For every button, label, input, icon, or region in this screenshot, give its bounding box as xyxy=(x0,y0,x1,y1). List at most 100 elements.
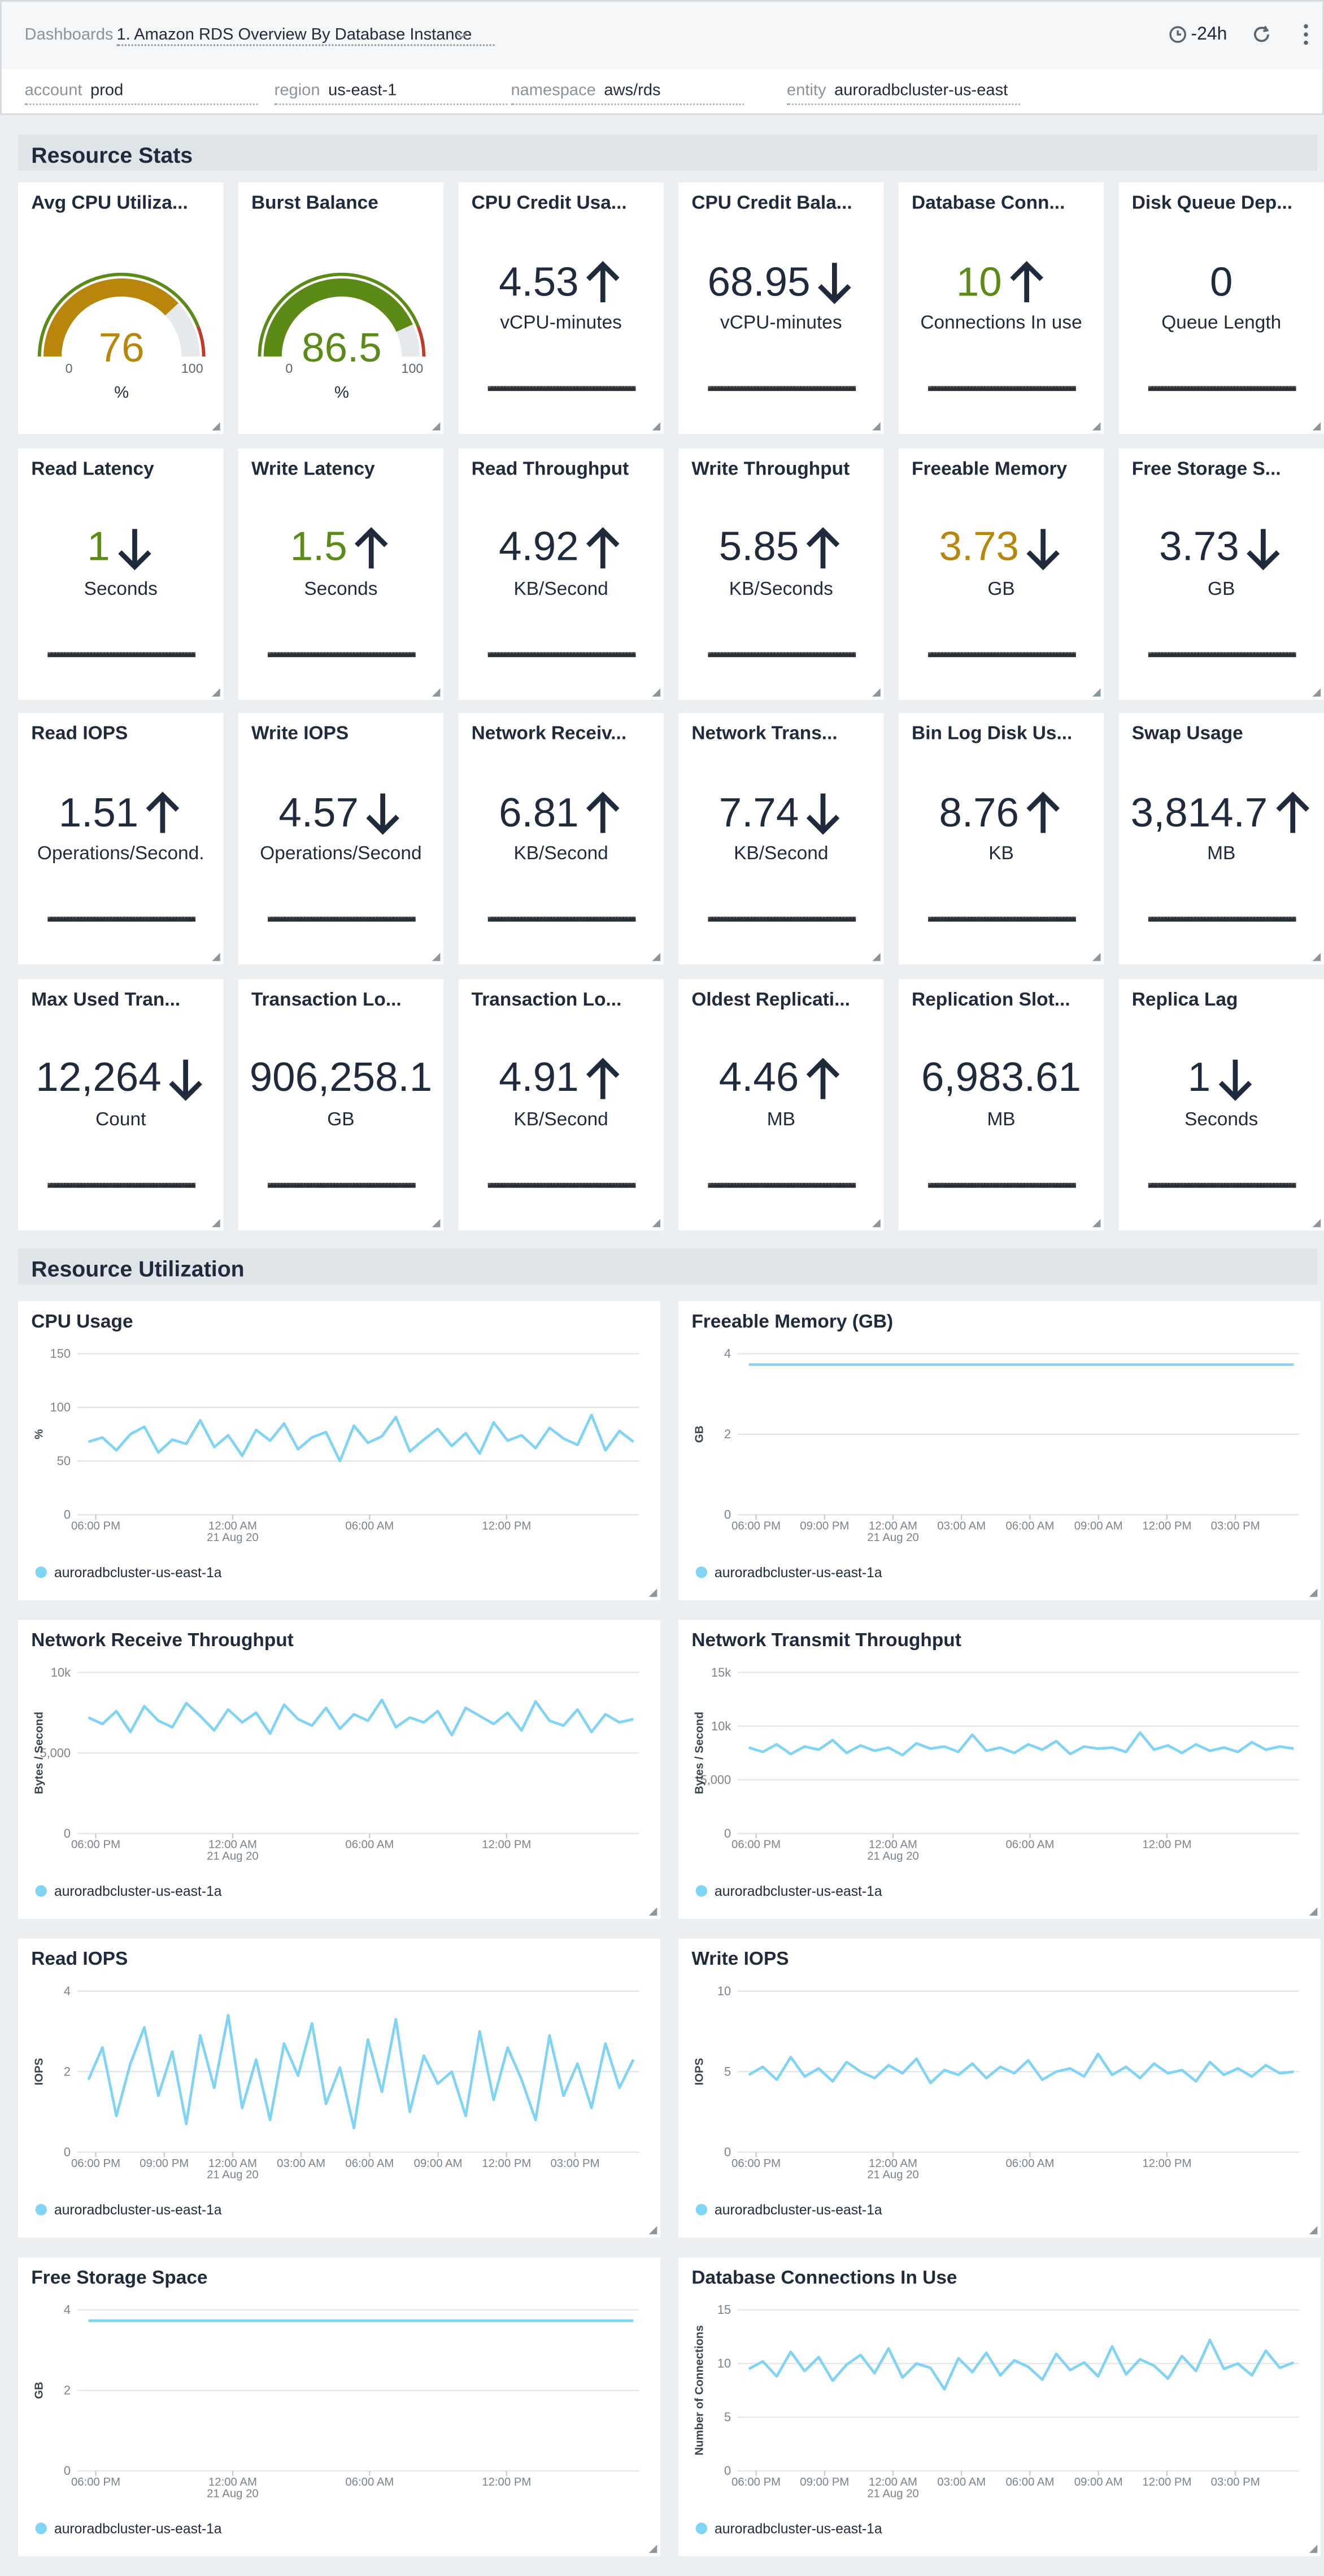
stat-panel: Write IOPS 4.57 Operations/Second xyxy=(238,713,444,965)
x-tick-label: 09:00 AM xyxy=(1074,2476,1123,2488)
series-line xyxy=(748,1731,1294,1757)
y-axis-label: GB xyxy=(33,2382,46,2399)
gauge-min: 0 xyxy=(66,361,73,376)
legend-swatch xyxy=(35,1566,47,1578)
trend-arrow xyxy=(586,791,620,833)
stat-unit: vCPU-minutes xyxy=(720,314,842,334)
x-tick-label: 06:00 AM xyxy=(345,1520,394,1533)
x-tick-label: 12:00 PM xyxy=(1142,2476,1191,2488)
stat-panel: Read Throughput 4.92 KB/Second xyxy=(458,447,664,699)
arrow-shape xyxy=(807,793,840,835)
arrow-shape xyxy=(1027,528,1060,570)
stat-panel: Network Trans... 7.74 KB/Second xyxy=(678,713,884,965)
value-row: 0 xyxy=(1118,255,1324,311)
x-tick-label: 12:00 PM xyxy=(482,1520,531,1533)
filter[interactable]: entity auroradbcluster-us-east xyxy=(787,82,1020,106)
y-tick-label: 5 xyxy=(724,2064,731,2078)
sparkline xyxy=(1148,386,1296,391)
chart-panel: Freeable Memory (GB) 0 2 4 GB 06:00 PM 09:00 P… xyxy=(678,1301,1321,1600)
y-tick-label: 2 xyxy=(64,2383,71,2397)
stat-panel: CPU Credit Bala... 68.95 vCPU-minutes xyxy=(678,182,884,434)
filter-key: account xyxy=(24,82,82,101)
legend-swatch xyxy=(35,2204,47,2216)
trend-arrow xyxy=(1010,261,1043,303)
filter-value: auroradbcluster-us-east xyxy=(834,82,1008,101)
x-tick-label: 03:00 AM xyxy=(937,2476,986,2488)
stat-panel: Write Throughput 5.85 KB/Seconds xyxy=(678,447,884,699)
panel-title: Swap Usage xyxy=(1131,724,1243,745)
x-tick-label: 03:00 PM xyxy=(550,2157,599,2170)
sparkline xyxy=(268,916,416,922)
stat-panel: Burst Balance 86.5% 0 100 xyxy=(238,182,444,434)
filter[interactable]: namespace aws/rds xyxy=(511,82,744,106)
value-row: 10 xyxy=(899,255,1104,311)
title-chevron xyxy=(456,32,467,39)
arrow-shape xyxy=(586,261,620,303)
x-tick-label: 12:00 PM xyxy=(1142,1520,1191,1533)
sparkline xyxy=(47,916,196,922)
x-tick-label: 12:00 AM xyxy=(208,1839,257,1851)
legend-label: auroradbcluster-us-east-1a xyxy=(54,1884,222,1899)
x-tick-label: 06:00 AM xyxy=(345,2157,394,2170)
resize-handle xyxy=(648,2544,657,2553)
panel-title: Replica Lag xyxy=(1131,990,1238,1010)
arrow-shape xyxy=(586,791,620,833)
resize-handle xyxy=(872,687,881,696)
resize-handle xyxy=(872,1218,881,1226)
resize-handle xyxy=(1312,422,1321,430)
y-tick-label: 50 xyxy=(57,1454,71,1468)
chart-title: CPU Usage xyxy=(31,1312,133,1333)
y-tick-label: 0 xyxy=(64,1826,71,1840)
filter[interactable]: region us-east-1 xyxy=(274,82,508,106)
stat-value: 4.91 xyxy=(499,1055,579,1101)
header-bar: Dashboards 1. Amazon RDS Overview By Dat… xyxy=(0,0,1324,71)
chart-panel: Network Receive Throughput 0 5,000 10k Bytes… xyxy=(18,1620,661,1919)
stat-value: 4.46 xyxy=(718,1055,799,1101)
panel-title: Network Trans... xyxy=(691,724,838,745)
filter[interactable]: account prod xyxy=(24,82,258,106)
arrow-shape xyxy=(355,526,389,568)
x-tick-label: 12:00 PM xyxy=(482,1839,531,1851)
stat-unit: KB xyxy=(988,844,1014,864)
panel-title: Write Throughput xyxy=(691,459,850,479)
dashboard-title[interactable]: 1. Amazon RDS Overview By Database Insta… xyxy=(116,27,495,46)
value-row: 6.81 xyxy=(458,785,664,841)
x-tick-date: 21 Aug 20 xyxy=(207,2169,259,2181)
resize-handle xyxy=(212,687,220,696)
stat-unit: KB/Second xyxy=(734,844,829,864)
time-range[interactable]: -24h xyxy=(1191,24,1227,45)
sparkline xyxy=(928,651,1076,656)
resize-handle xyxy=(1312,952,1321,961)
resize-handle xyxy=(648,1907,657,1916)
stat-value: 906,258.1 xyxy=(249,1055,433,1101)
y-tick-label: 0 xyxy=(724,2464,731,2478)
panel-title: Transaction Lo... xyxy=(471,990,622,1010)
x-tick-date: 21 Aug 20 xyxy=(207,1850,259,1863)
arrow-shape xyxy=(586,1057,620,1099)
refresh-button[interactable] xyxy=(1252,25,1271,45)
chart-title: Write IOPS xyxy=(691,1950,789,1970)
x-tick-label: 06:00 AM xyxy=(1005,1839,1054,1851)
arrow-shape xyxy=(1247,528,1281,570)
x-tick-label: 12:00 AM xyxy=(208,1520,257,1533)
value-row: 4.57 xyxy=(238,785,444,841)
trend-arrow xyxy=(1247,528,1281,570)
y-tick-label: 0 xyxy=(64,2464,71,2478)
x-tick-label: 06:00 PM xyxy=(731,1520,781,1533)
menu-button[interactable] xyxy=(1301,23,1310,46)
breadcrumb[interactable]: Dashboards xyxy=(24,26,114,45)
x-tick-label: 06:00 AM xyxy=(345,1839,394,1851)
x-tick-label: 06:00 PM xyxy=(71,2476,120,2488)
stat-value: 12,264 xyxy=(36,1055,162,1101)
value-row: 3.73 xyxy=(1118,520,1324,576)
resize-handle xyxy=(1312,1218,1321,1226)
section-header: Resource Stats xyxy=(18,134,1318,171)
chart-title: Freeable Memory (GB) xyxy=(691,1312,894,1333)
panel-title: Write Latency xyxy=(251,459,375,479)
panel-title: Read Throughput xyxy=(471,459,629,479)
value-row: 1.5 xyxy=(238,520,444,576)
panel-title: Freeable Memory xyxy=(912,459,1068,479)
stat-panel: Network Receiv... 6.81 KB/Second xyxy=(458,713,664,965)
chart-panel: Write IOPS 0 5 10 IOPS 06:00 PM 12:00 AM 21 Aug… xyxy=(678,1938,1321,2238)
